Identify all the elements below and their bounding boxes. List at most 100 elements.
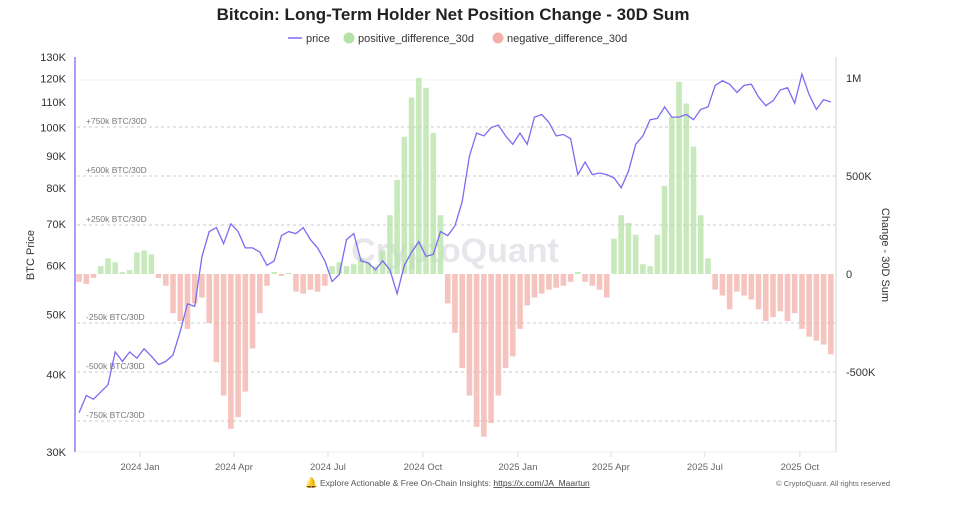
positive-bar (126, 270, 133, 275)
legend-item-price[interactable]: price (288, 33, 330, 45)
reference-label: +750k BTC/30D (86, 116, 147, 126)
positive-bar (632, 234, 639, 275)
x-tick-label: 2024 Jul (310, 462, 346, 473)
left-axis-title: BTC Price (25, 230, 37, 280)
positive-bar (329, 266, 335, 275)
left-tick-label: 70K (46, 219, 66, 231)
negative-bar (806, 274, 812, 337)
positive-bar (654, 234, 661, 275)
negative-bar (213, 274, 220, 363)
x-tick-label: 2025 Oct (781, 462, 820, 473)
price-series (78, 71, 832, 414)
negative-bar (770, 274, 776, 318)
x-tick-label: 2024 Oct (404, 462, 443, 473)
negative-bar (481, 274, 487, 437)
positive-bar (119, 272, 126, 275)
x-tick-label: 2025 Apr (592, 462, 630, 473)
positive-bar (640, 264, 646, 275)
negative-bar (560, 274, 567, 286)
negative-bar (799, 274, 805, 329)
grid: +750k BTC/30D +500k BTC/30D +250k BTC/30D -… (77, 79, 836, 422)
positive-bar (112, 262, 119, 275)
negative-bar (235, 274, 241, 418)
negative-bar (784, 274, 791, 322)
positive-bar (416, 77, 422, 275)
negative-bar (300, 274, 306, 294)
footer-link[interactable]: https://x.com/JA_Maartun (493, 478, 590, 488)
negative-bar (466, 274, 473, 396)
reference-label: -250k BTC/30D (86, 312, 145, 322)
negative-bar (199, 274, 205, 298)
legend-item-negative[interactable]: negative_difference_30d (492, 32, 628, 46)
negative-bar (748, 274, 755, 300)
legend: price positive_difference_30d negative_d… (288, 32, 628, 46)
negative-bar (155, 274, 162, 278)
positive-bar (394, 179, 400, 275)
negative-bar (762, 274, 769, 322)
negative-bar (567, 274, 574, 282)
positive-bar (705, 258, 711, 275)
positive-bar (647, 266, 653, 275)
negative-bar (83, 274, 90, 284)
positive-bar (271, 272, 278, 275)
positive-bar (358, 258, 364, 275)
negative-bar (228, 274, 234, 429)
left-tick-label: 50K (46, 309, 66, 321)
legend-circle-icon (343, 32, 355, 44)
positive-bar (618, 215, 625, 275)
left-tick-label: 130K (40, 52, 66, 64)
positive-bar (611, 238, 617, 275)
negative-bar (488, 274, 494, 423)
positive-bar (148, 254, 155, 275)
positive-bar (697, 215, 704, 275)
negative-bar (307, 274, 314, 290)
positive-bar (343, 266, 350, 275)
positive-bar (105, 258, 111, 275)
negative-bar (314, 274, 321, 292)
positive-bar (683, 103, 690, 275)
negative-bar (184, 274, 191, 329)
positive-bar (625, 223, 632, 275)
left-tick-label: 80K (46, 183, 66, 195)
left-tick-label: 40K (46, 370, 66, 382)
negative-bar (791, 274, 798, 314)
negative-bar (206, 274, 212, 324)
positive-bar (690, 146, 697, 275)
footer: 🔔 Explore Actionable & Free On-Chain Ins… (305, 477, 890, 489)
negative-bar (278, 274, 285, 276)
footer-text-span: Explore Actionable & Free On-Chain Insig… (320, 478, 493, 488)
x-tick-label: 2025 Jan (498, 462, 537, 473)
legend-circle-icon (492, 32, 504, 44)
negative-bar (777, 274, 784, 312)
reference-label: -500k BTC/30D (86, 361, 145, 371)
negative-bar (90, 274, 97, 278)
negative-bar (170, 274, 176, 314)
left-tick-label: 30K (46, 447, 66, 459)
left-tick-label: 60K (46, 260, 66, 272)
reference-label: +250k BTC/30D (86, 214, 147, 224)
negative-bar (473, 274, 480, 427)
negative-bar (220, 274, 227, 396)
negative-bar (546, 274, 552, 290)
negative-bar (163, 274, 169, 286)
right-tick-label: 1M (846, 73, 861, 85)
price-line (78, 71, 832, 414)
legend-item-positive[interactable]: positive_difference_30d (343, 32, 475, 46)
negative-bar (256, 274, 263, 314)
positive-bar (365, 262, 372, 275)
negative-bar (459, 274, 465, 369)
negative-bar (596, 274, 603, 290)
negative-bar (741, 274, 747, 296)
negative-bar (517, 274, 523, 329)
negative-bar (191, 274, 198, 304)
negative-bar (538, 274, 545, 294)
chart-title: Bitcoin: Long-Term Holder Net Position C… (217, 5, 690, 24)
copyright: © CryptoQuant. All rights reserved (776, 479, 890, 488)
negative-bar (828, 274, 834, 355)
negative-bar (820, 274, 827, 345)
axes: 130K 120K 110K 100K 90K 80K 70K 60K 50K 40K 30K 1M 5… (40, 52, 876, 473)
positive-bar (676, 81, 682, 275)
legend-label: positive_difference_30d (358, 33, 474, 45)
left-tick-label: 100K (40, 123, 66, 135)
